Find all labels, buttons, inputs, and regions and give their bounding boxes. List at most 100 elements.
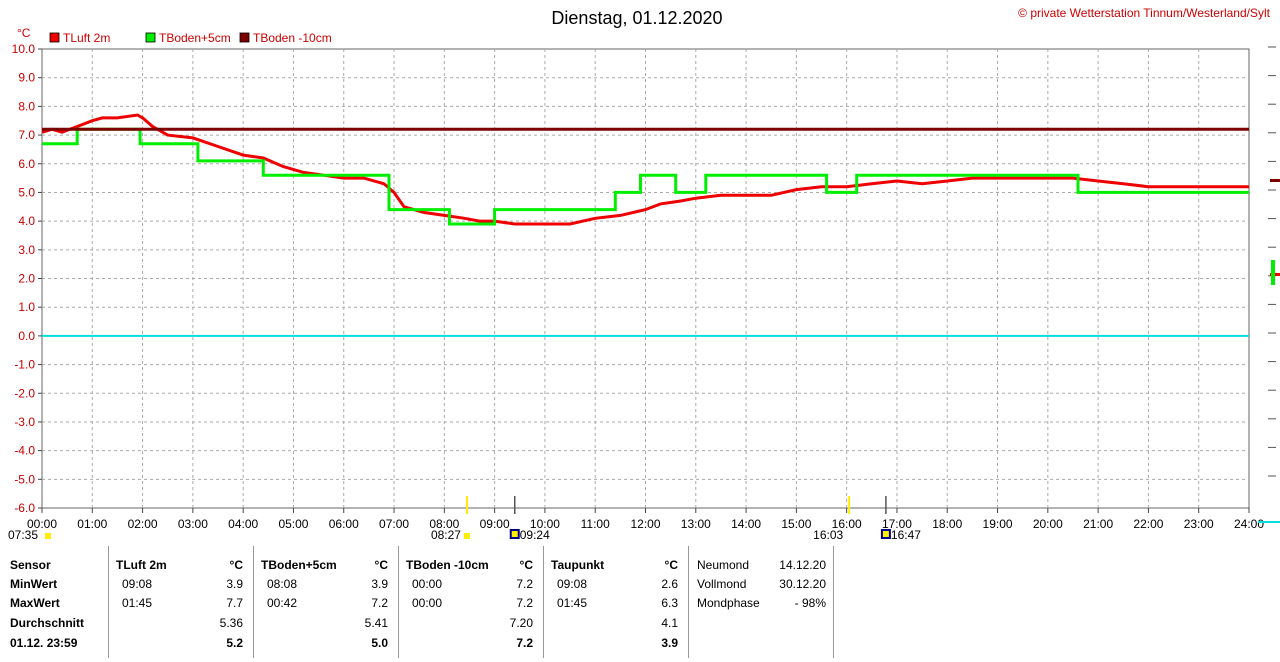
min-value: 2.6 (661, 577, 678, 591)
copyright-text: © private Wetterstation Tinnum/Westerlan… (1018, 6, 1271, 20)
y-tick-label: -5.0 (14, 472, 35, 486)
x-tick-label: 18:00 (932, 517, 962, 531)
x-tick-label: 21:00 (1083, 517, 1113, 531)
x-tick-label: 03:00 (178, 517, 208, 531)
avg-value: 5.36 (219, 616, 243, 630)
avg-value: 7.20 (509, 616, 533, 630)
x-tick-label: 10:00 (530, 517, 560, 531)
x-tick-label: 08:00 (429, 517, 459, 531)
y-tick-label: 4.0 (18, 214, 35, 228)
avg-value: 4.1 (661, 616, 678, 630)
x-tick-label: 02:00 (128, 517, 158, 531)
row-label-avg: Durchschnitt (10, 616, 85, 630)
legend-label: TBoden -10cm (253, 31, 332, 45)
chart-title: Dienstag, 01.12.2020 (551, 8, 722, 28)
max-time: 01:45 (557, 596, 588, 610)
max-value: 7.7 (226, 596, 243, 610)
row-label-min: MinWert (10, 577, 58, 591)
y-tick-label: 0.0 (18, 329, 35, 343)
min-time: 09:08 (557, 577, 588, 591)
x-tick-label: 12:00 (630, 517, 660, 531)
max-value: 6.3 (661, 596, 678, 610)
y-axis-unit: °C (17, 26, 31, 40)
legend-label: TBoden+5cm (159, 31, 231, 45)
y-tick-label: 1.0 (18, 300, 35, 314)
y-tick-label: -3.0 (14, 415, 35, 429)
y-tick-label: -1.0 (14, 358, 35, 372)
row-label-last: 01.12. 23:59 (10, 636, 78, 650)
max-time: 00:00 (412, 596, 443, 610)
min-value: 3.9 (226, 577, 243, 591)
x-tick-label: 06:00 (329, 517, 359, 531)
x-tick-label: 07:00 (379, 517, 409, 531)
row-label-max: MaxWert (10, 596, 60, 610)
column-unit: °C (519, 558, 533, 572)
x-tick-label: 15:00 (781, 517, 811, 531)
sunset-label: 16:03 (813, 528, 843, 542)
last-value: 5.2 (226, 636, 243, 650)
x-tick-label: 00:00 (27, 517, 57, 531)
max-value: 7.2 (371, 596, 388, 610)
max-value: 7.2 (516, 596, 533, 610)
min-time: 08:08 (267, 577, 298, 591)
moon-info-label: Vollmond (697, 577, 747, 591)
x-tick-label: 11:00 (581, 517, 610, 531)
min-time: 09:08 (122, 577, 153, 591)
x-tick-label: 19:00 (983, 517, 1013, 531)
y-tick-label: 8.0 (18, 99, 35, 113)
x-tick-label: 05:00 (278, 517, 308, 531)
max-time: 01:45 (122, 596, 153, 610)
x-tick-label: 17:00 (882, 517, 912, 531)
min-value: 7.2 (516, 577, 533, 591)
x-tick-label: 09:00 (480, 517, 510, 531)
moon-info-value: 14.12.20 (779, 558, 826, 572)
column-header: TBoden -10cm (406, 558, 489, 572)
x-tick-label: 24:00 (1234, 517, 1264, 531)
series-line (42, 127, 1249, 226)
avg-value: 5.41 (364, 616, 388, 630)
sun-icon (463, 533, 470, 539)
min-value: 3.9 (371, 577, 388, 591)
last-value: 7.2 (516, 636, 533, 650)
sun-label: 08:27 (431, 528, 461, 542)
column-unit: °C (374, 558, 388, 572)
temperature-chart: 10.0 9.0 8.0 7.0 6.0 5.0 4.0 3.0 2.0 1.0 0.0 -1.0 -2… (8, 6, 1280, 542)
moon-info-label: Mondphase (697, 596, 760, 610)
sensor-header: Sensor (10, 558, 51, 572)
moon-icon (509, 529, 520, 539)
y-tick-label: 6.0 (18, 157, 35, 171)
moon-info-value: 30.12.20 (779, 577, 826, 591)
y-tick-label: 10.0 (12, 42, 36, 56)
y-tick-label: -6.0 (14, 501, 35, 515)
sun-icon (45, 533, 51, 539)
series-line (41, 113, 1249, 226)
x-tick-label: 13:00 (681, 517, 711, 531)
legend-label: TLuft 2m (63, 31, 110, 45)
moon-info-label: Neumond (697, 558, 750, 572)
right-marker-taupunkt (1258, 521, 1280, 523)
statistics-table: Sensor MinWert MaxWert Durchschnitt 01.1… (0, 546, 1280, 662)
column-unit: °C (229, 558, 243, 572)
y-tick-label: 5.0 (18, 185, 35, 199)
moon-label: 16:47 (891, 528, 921, 542)
column-header: TLuft 2m (116, 558, 167, 572)
y-tick-label: 9.0 (18, 71, 35, 85)
y-tick-label: 2.0 (18, 272, 35, 286)
y-tick-label: -4.0 (14, 444, 35, 458)
moon-icon (880, 529, 891, 539)
x-tick-label: 04:00 (228, 517, 258, 531)
x-tick-label: 14:00 (731, 517, 761, 531)
right-marker-tboden10 (1270, 179, 1280, 182)
legend-swatch (239, 32, 250, 43)
x-tick-label: 16:00 (832, 517, 862, 531)
right-marker-tboden5 (1271, 260, 1275, 285)
sunrise-label: 07:35 (8, 528, 38, 542)
y-tick-label: 3.0 (18, 243, 35, 257)
moon-info-value: - 98% (794, 596, 826, 610)
max-time: 00:42 (267, 596, 298, 610)
last-value: 3.9 (661, 636, 678, 650)
y-tick-label: 7.0 (18, 128, 35, 142)
x-tick-label: 01:00 (77, 517, 107, 531)
last-value: 5.0 (371, 636, 388, 650)
x-tick-label: 22:00 (1133, 517, 1163, 531)
